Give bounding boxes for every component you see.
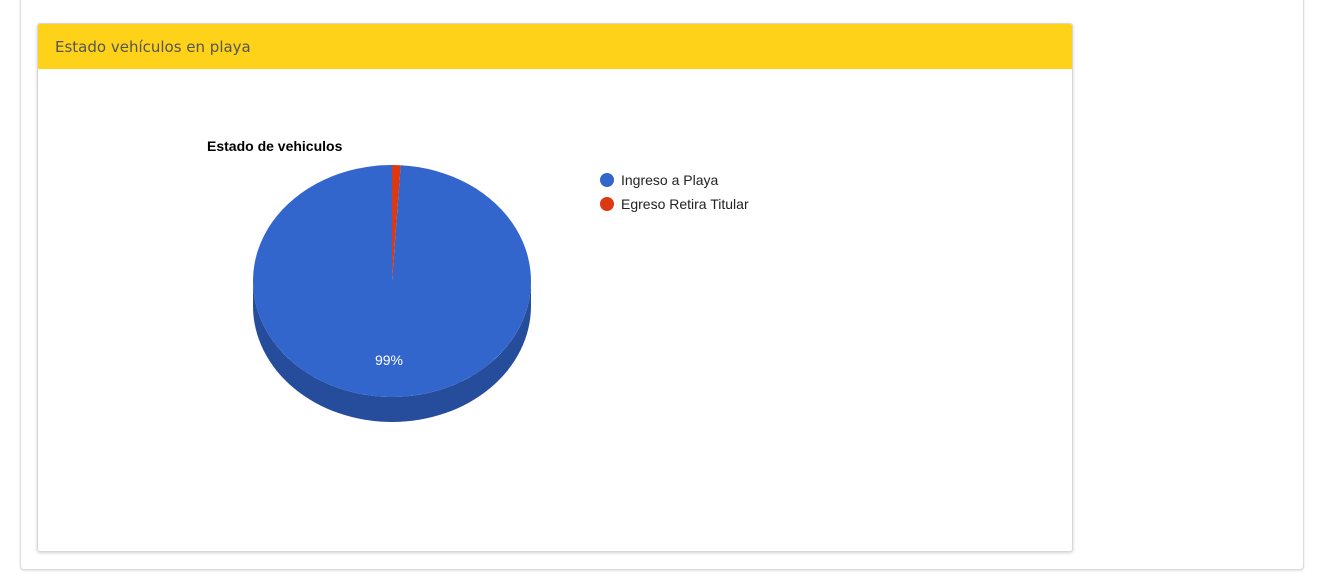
pie-chart: Estado de vehiculos 99% Ingreso a Playa … <box>207 138 749 422</box>
legend-marker-ingreso <box>600 173 614 187</box>
panel-header: Estado vehículos en playa <box>38 24 1072 69</box>
pie-3d: 99% <box>252 165 531 422</box>
pie-slice-ingreso[interactable] <box>252 165 531 397</box>
legend-label-egreso: Egreso Retira Titular <box>621 196 749 212</box>
legend: Ingreso a Playa Egreso Retira Titular <box>600 172 749 212</box>
chart-panel: Estado vehículos en playa Estado de vehi… <box>37 23 1073 552</box>
legend-label-ingreso: Ingreso a Playa <box>621 172 718 188</box>
pie-slice-side-ingreso <box>253 281 531 422</box>
legend-item-egreso[interactable]: Egreso Retira Titular <box>600 196 749 212</box>
legend-item-ingreso[interactable]: Ingreso a Playa <box>600 172 718 188</box>
slice-label-ingreso: 99% <box>375 352 403 368</box>
chart-title: Estado de vehiculos <box>207 138 343 154</box>
panel-title: Estado vehículos en playa <box>55 37 251 56</box>
pie-slice-egreso[interactable] <box>392 165 401 281</box>
legend-marker-egreso <box>600 197 614 211</box>
